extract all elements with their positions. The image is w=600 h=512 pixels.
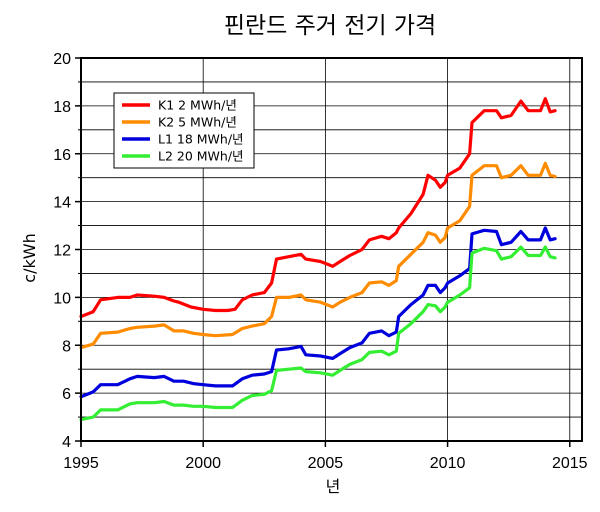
series-line xyxy=(79,97,557,319)
legend-label: L2 20 MWh/년 xyxy=(158,149,244,164)
y-tick-label: 10 xyxy=(53,290,71,307)
x-tick-label: 2010 xyxy=(430,455,466,472)
series-lines xyxy=(79,97,557,422)
y-tick-label: 12 xyxy=(53,243,71,260)
x-tick-label: 2000 xyxy=(185,455,221,472)
legend-label: L1 18 MWh/년 xyxy=(158,132,244,147)
series-line xyxy=(79,226,557,399)
y-tick-label: 14 xyxy=(53,195,71,212)
y-tick-label: 18 xyxy=(53,99,71,116)
series-line xyxy=(79,161,557,350)
y-axis-label: c/kWh xyxy=(20,233,39,282)
y-tick-label: 4 xyxy=(62,434,71,451)
chart-title: 핀란드 주거 전기 가격 xyxy=(224,13,436,39)
legend-label: K2 5 MWh/년 xyxy=(158,115,237,130)
legend: K1 2 MWh/년 K2 5 MWh/년 L1 18 MWh/년 L2 20 MWh… xyxy=(113,92,255,169)
x-tick-label: 1995 xyxy=(63,455,99,472)
y-tick-label: 8 xyxy=(62,338,71,355)
x-axis-label: 년 xyxy=(326,477,341,496)
y-tick-label: 6 xyxy=(62,386,71,403)
y-tick-label: 20 xyxy=(53,51,71,68)
series-line xyxy=(79,245,557,422)
x-tick-label: 2015 xyxy=(552,455,588,472)
axis-ticks: 4 6 8 10 12 14 16 18 20 1995 2000 2005 2010 2015 xyxy=(53,51,587,472)
x-tick-label: 2005 xyxy=(308,455,344,472)
y-tick-label: 16 xyxy=(53,147,71,164)
legend-label: K1 2 MWh/년 xyxy=(158,98,237,113)
